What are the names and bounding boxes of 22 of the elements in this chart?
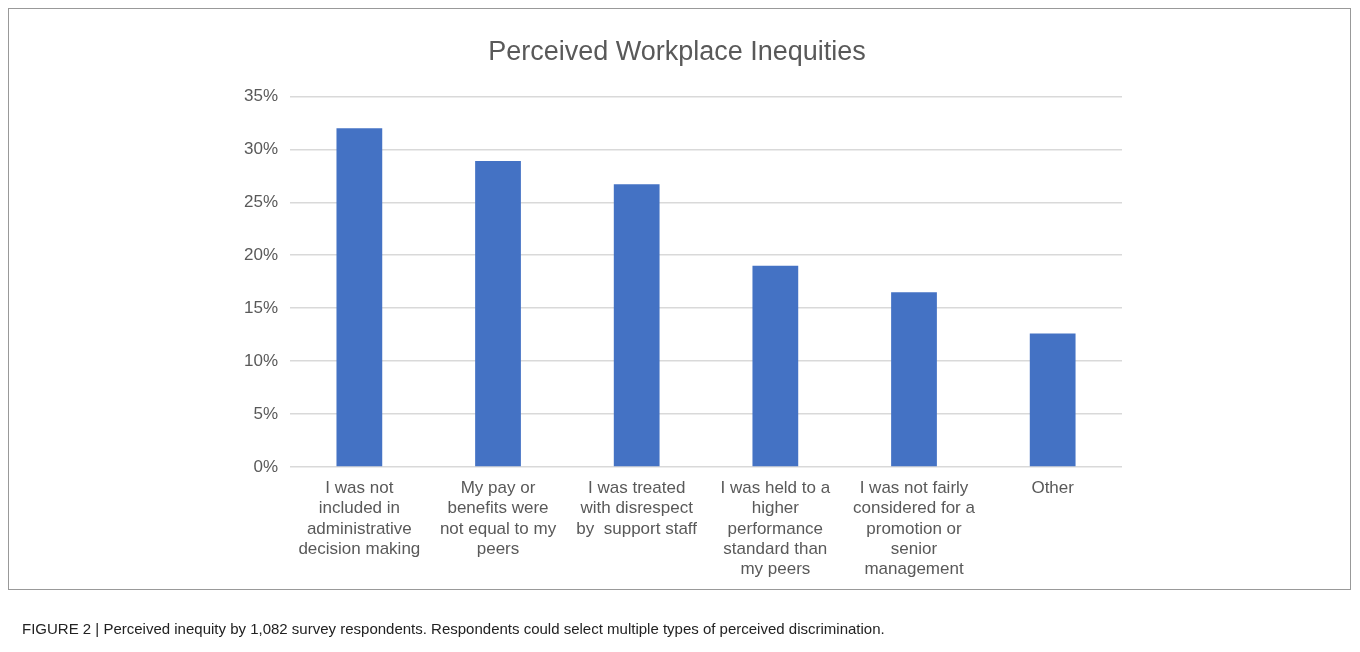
y-tick-label: 0% xyxy=(253,456,279,476)
bar xyxy=(613,184,660,467)
y-tick-label: 15% xyxy=(243,297,279,317)
bar xyxy=(1029,333,1076,467)
caption: FIGURE 2 | Perceived inequity by 1,082 survey respondents. Respondents could select multiple types of perceived discrimination. xyxy=(22,620,885,637)
bar xyxy=(891,292,937,467)
y-tick-label: 5% xyxy=(253,403,279,423)
bar xyxy=(752,265,799,467)
x-tick-label: I was not included in administrative decision making xyxy=(298,477,421,559)
x-tick-label: I was not fairly considered for a promotion or senior management xyxy=(853,477,976,579)
x-tick-label: My pay or benefits were not equal to my peers xyxy=(439,477,557,559)
x-tick-label: I was held to a higher performance standard than my peers xyxy=(720,477,831,579)
y-tick-label: 30% xyxy=(243,139,279,159)
y-tick-label: 35% xyxy=(243,86,279,106)
bar xyxy=(336,128,383,467)
x-tick-label: I was treated with disrespect by support staff xyxy=(576,477,698,538)
y-tick-label: 10% xyxy=(243,350,279,370)
bar xyxy=(475,160,521,467)
x-tick-label: Other xyxy=(1031,477,1075,497)
y-tick-label: 20% xyxy=(243,244,279,264)
chart-title: Perceived Workplace Inequities xyxy=(488,35,866,66)
y-tick-label: 25% xyxy=(243,191,279,211)
